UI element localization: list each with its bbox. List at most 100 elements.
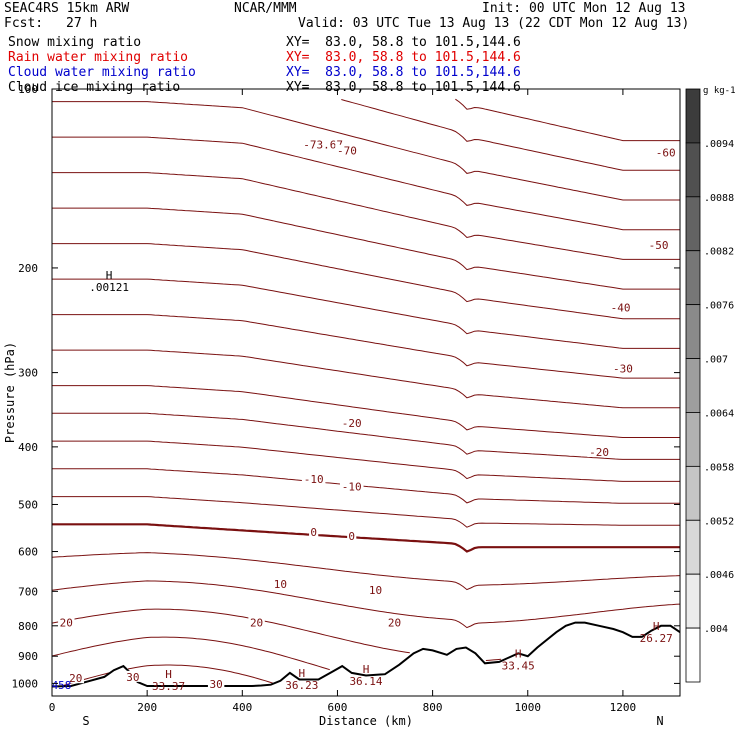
contour-label-bg: [646, 239, 671, 251]
contour-label-bg: [301, 472, 326, 484]
colorbar-swatch: [685, 519, 701, 575]
colorbar-tick-label: .0046: [704, 570, 734, 581]
x-axis-label: Distance (km): [319, 714, 413, 728]
isotherm-line: [485, 658, 502, 661]
forecast-label: Fcst:: [4, 16, 44, 31]
contour-label-bg: [207, 678, 225, 690]
y-tick-label: 600: [18, 546, 38, 559]
contour-labels: -73.67-70 -60 -50 -40 -30 -20 -20 -10 -10 0 0 10 10 2…: [52, 138, 678, 693]
contour-label-bg: [653, 146, 678, 158]
extremum-mark: H: [363, 663, 370, 676]
colorbar-unit: g kg-1: [703, 86, 736, 96]
extremum-value: 33.45: [502, 659, 535, 672]
contour-label-bg: [347, 530, 357, 542]
contour-label: 20: [60, 617, 73, 630]
isotherm-line: [52, 440, 680, 482]
contour-label-bg: [335, 144, 359, 156]
isotherm-line: [52, 412, 680, 460]
field-xy-cloud-water: XY= 83.0, 58.8 to 101.5,144.6: [286, 65, 521, 80]
terrain-profile: [51, 621, 681, 688]
isotherm-line: [52, 207, 680, 290]
field-xy-snow: XY= 83.0, 58.8 to 101.5,144.6: [286, 35, 521, 50]
contour-label-bg: [272, 577, 289, 589]
corner-value: 458: [52, 679, 72, 692]
contour-label: 30: [210, 678, 223, 691]
y-tick-label: 200: [18, 262, 38, 275]
isotherm-line: [52, 243, 680, 320]
valid-time: Valid: 03 UTC Tue 13 Aug 13 (22 CDT Mon …: [298, 16, 690, 31]
init-time: Init: 00 UTC Mon 12 Aug 13: [482, 1, 686, 16]
isotherm-line: [51, 580, 681, 629]
contour-label-bg: [300, 138, 346, 150]
x-tick-label: 600: [328, 701, 348, 714]
y-axis-label: Pressure (hPa): [3, 342, 17, 443]
extremum-mark: H: [106, 269, 113, 282]
extremum-value: 36.14: [349, 675, 382, 688]
isotherm-line: [52, 314, 680, 379]
y-tick-label: 700: [18, 585, 38, 598]
extremum-mark: H: [165, 668, 172, 681]
isotherm-line: [52, 136, 680, 231]
contour-label-bg: [611, 362, 635, 374]
colorbar-tick-label: .0064: [704, 408, 734, 419]
plot-frame: [51, 88, 681, 697]
organization: NCAR/MMM: [234, 1, 297, 16]
extremum-mark: H: [653, 620, 660, 633]
isotherm-line: [341, 99, 680, 171]
colorbar-tick-label: .0094: [704, 139, 734, 150]
contour-label: 20: [69, 672, 82, 685]
colorbar-tick-label: .007: [704, 355, 728, 366]
contour-label: 30: [126, 671, 139, 684]
colorbar-swatch: [685, 358, 701, 413]
contour-label-bg: [67, 672, 84, 684]
colorbar-swatch: [685, 196, 701, 252]
x-tick-label: 400: [232, 701, 252, 714]
model-name: SEAC4RS 15km ARW: [4, 1, 130, 16]
isotherm-line: [52, 101, 680, 201]
y-tick-label: 500: [18, 498, 38, 511]
colorbar-tick-label: .004: [704, 624, 728, 635]
contour-label: -10: [304, 473, 324, 486]
contour-label-bg: [587, 445, 611, 457]
colorbar-swatch: [685, 88, 701, 144]
contour-label: -20: [589, 446, 609, 459]
contour-label-bg: [309, 525, 319, 537]
y-tick-label: 900: [18, 650, 38, 663]
y-tick-label: 800: [18, 620, 38, 633]
contour-label-bg: [339, 480, 364, 492]
contour-label: 10: [274, 578, 287, 591]
colorbar-tick-label: .0052: [704, 516, 734, 527]
isotherm-line: [63, 672, 110, 686]
contour-label: -10: [342, 480, 362, 493]
extremum-value: 36.23: [285, 679, 318, 692]
isotherm-line: [51, 608, 410, 654]
isotherm-line: [52, 523, 680, 553]
isotherm-line: [52, 385, 680, 438]
isotherm-line: [455, 98, 680, 142]
colorbar-swatch: [685, 627, 701, 683]
contour-label: -40: [611, 301, 631, 314]
x-tick-label: 0: [49, 701, 56, 714]
colorbar-tick-label: .0082: [704, 247, 734, 258]
y-tick-label: 400: [18, 441, 38, 454]
x-tick-label: 200: [137, 701, 157, 714]
contour-label: 0: [310, 526, 317, 539]
contour-label: 20: [388, 617, 401, 630]
contour-label: 10: [369, 584, 382, 597]
extremum-value: 33.37: [152, 680, 185, 693]
contour-label: -50: [649, 239, 669, 252]
contour-label-bg: [339, 417, 364, 429]
field-xy-rain: XY= 83.0, 58.8 to 101.5,144.6: [286, 50, 521, 65]
colorbar-swatch: [685, 412, 701, 467]
isotherm-line: [51, 552, 681, 591]
contour-label: -73.67: [303, 139, 343, 152]
terrain-line: [51, 621, 681, 688]
isotherm-line: [51, 636, 330, 671]
field-name-cloud-water: Cloud water mixing ratio: [8, 65, 196, 80]
contour-label: 0: [348, 530, 355, 543]
y-tick-label: 1000: [12, 677, 39, 690]
isotherm-line: [52, 468, 680, 504]
colorbar-swatch: [685, 142, 701, 198]
temperature-contours: [51, 98, 681, 686]
